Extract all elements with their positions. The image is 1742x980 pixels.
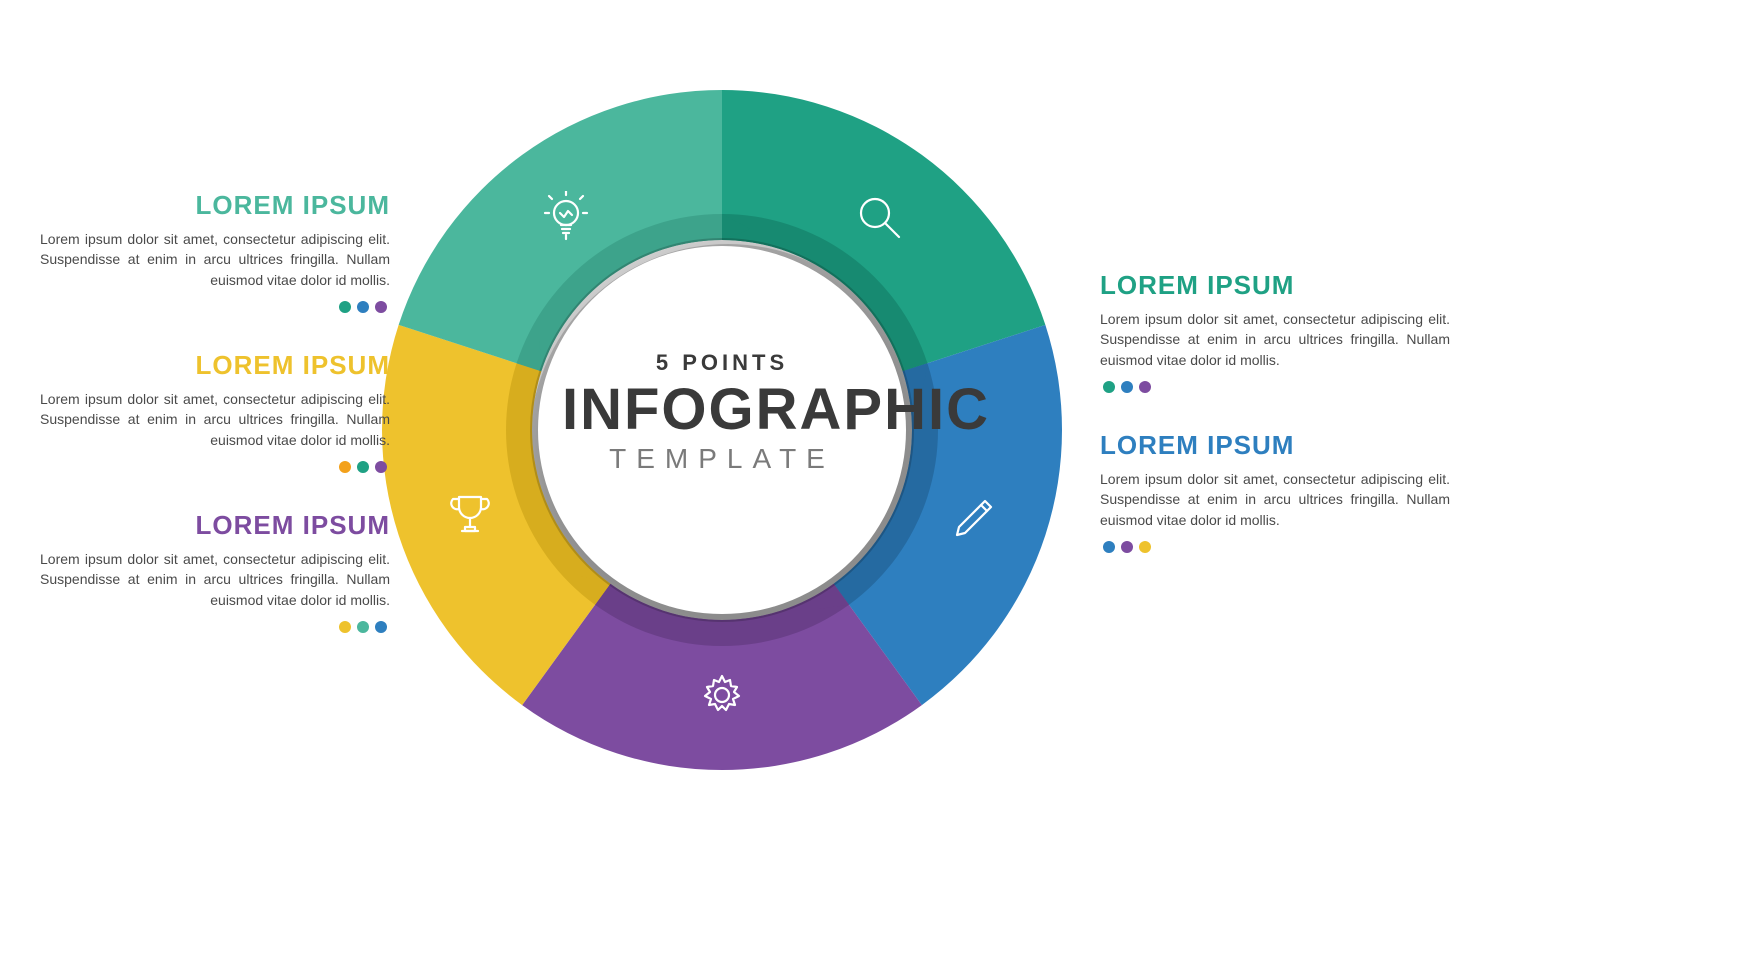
center-line3: TEMPLATE bbox=[562, 443, 882, 475]
blk-blue: LOREM IPSUM Lorem ipsum dolor sit amet, c… bbox=[1100, 430, 1450, 558]
infographic-stage: 5 POINTS INFOGRAPHIC TEMPLATE LOREM IPSU… bbox=[0, 0, 1742, 980]
block-body: Lorem ipsum dolor sit amet, consectetur … bbox=[1100, 469, 1450, 530]
center-label: 5 POINTS INFOGRAPHIC TEMPLATE bbox=[562, 350, 882, 475]
block-body: Lorem ipsum dolor sit amet, consectetur … bbox=[1100, 309, 1450, 370]
center-line2: INFOGRAPHIC bbox=[562, 376, 882, 443]
block-title: LOREM IPSUM bbox=[40, 510, 390, 541]
blk-green: LOREM IPSUM Lorem ipsum dolor sit amet, c… bbox=[1100, 270, 1450, 398]
block-dots bbox=[40, 460, 390, 478]
block-dots bbox=[40, 620, 390, 638]
blk-yellow: LOREM IPSUM Lorem ipsum dolor sit amet, c… bbox=[40, 350, 390, 478]
block-dots bbox=[1100, 540, 1450, 558]
center-line1: 5 POINTS bbox=[562, 350, 882, 376]
search-icon bbox=[853, 191, 903, 246]
lightbulb-icon bbox=[541, 191, 591, 246]
block-dots bbox=[40, 300, 390, 318]
cycle-ring bbox=[0, 0, 1742, 980]
block-title: LOREM IPSUM bbox=[40, 350, 390, 381]
block-title: LOREM IPSUM bbox=[1100, 270, 1450, 301]
pencil-icon bbox=[949, 487, 999, 542]
block-body: Lorem ipsum dolor sit amet, consectetur … bbox=[40, 549, 390, 610]
block-dots bbox=[1100, 380, 1450, 398]
blk-teal: LOREM IPSUM Lorem ipsum dolor sit amet, c… bbox=[40, 190, 390, 318]
trophy-icon bbox=[445, 487, 495, 542]
block-title: LOREM IPSUM bbox=[1100, 430, 1450, 461]
block-title: LOREM IPSUM bbox=[40, 190, 390, 221]
blk-purple: LOREM IPSUM Lorem ipsum dolor sit amet, c… bbox=[40, 510, 390, 638]
gear-icon bbox=[697, 670, 747, 725]
block-body: Lorem ipsum dolor sit amet, consectetur … bbox=[40, 229, 390, 290]
block-body: Lorem ipsum dolor sit amet, consectetur … bbox=[40, 389, 390, 450]
